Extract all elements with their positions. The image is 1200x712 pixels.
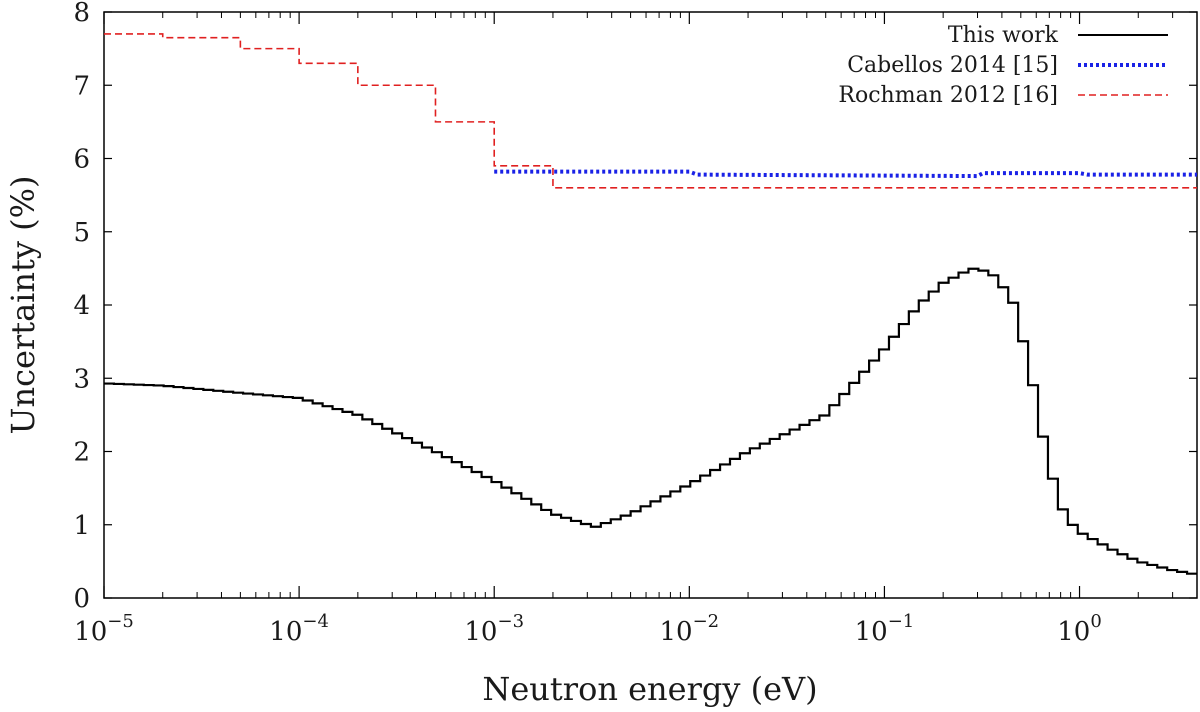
x-tick-label: 10−4	[269, 611, 329, 647]
series-rochman-2012	[104, 33, 1197, 189]
tick-marks	[103, 11, 1198, 599]
y-tick-label: 5	[73, 218, 90, 248]
x-tick-label: 100	[1057, 611, 1102, 647]
x-tick-exponent: −3	[497, 611, 524, 632]
y-axis-title: Uncertainty (%)	[4, 176, 42, 435]
x-tick-labels: 10−5 10−4 10−3 10−2 10−1 100	[74, 611, 1102, 647]
x-tick-label: 10−3	[464, 611, 524, 647]
x-tick-base: 10	[660, 617, 693, 647]
legend-label-this-work: This work	[948, 23, 1059, 48]
y-tick-label: 3	[73, 364, 90, 394]
x-tick-base: 10	[855, 617, 888, 647]
x-tick-exponent: −2	[693, 611, 720, 632]
y-tick-label: 7	[73, 71, 90, 101]
x-tick-exponent: −5	[107, 611, 134, 632]
x-tick-base: 10	[269, 617, 302, 647]
x-tick-label: 10−2	[660, 611, 720, 647]
y-tick-labels: 0 1 2 3 4 5 6 7 8	[73, 0, 90, 614]
x-tick-exponent: 0	[1090, 611, 1101, 632]
x-axis-title: Neutron energy (eV)	[482, 670, 817, 708]
x-tick-base: 10	[1057, 617, 1090, 647]
x-tick-exponent: −4	[302, 611, 329, 632]
series-layer	[104, 33, 1197, 575]
x-tick-label: 10−1	[855, 611, 915, 647]
series-cabellos-2014	[494, 169, 1197, 179]
legend-label-cabellos: Cabellos 2014 [15]	[847, 53, 1058, 78]
x-tick-exponent: −1	[888, 611, 915, 632]
series-this-work	[104, 267, 1197, 575]
x-tick-base: 10	[74, 617, 107, 647]
x-tick-label: 10−5	[74, 611, 134, 647]
legend-label-rochman: Rochman 2012 [16]	[838, 83, 1058, 108]
y-tick-label: 1	[73, 511, 90, 541]
y-tick-label: 6	[73, 145, 90, 175]
legend: This work Cabellos 2014 [15] Rochman 201…	[838, 23, 1168, 108]
y-tick-label: 0	[73, 584, 90, 614]
x-tick-base: 10	[464, 617, 497, 647]
y-tick-label: 8	[73, 0, 90, 28]
y-tick-label: 4	[73, 291, 90, 321]
y-tick-label: 2	[73, 438, 90, 468]
